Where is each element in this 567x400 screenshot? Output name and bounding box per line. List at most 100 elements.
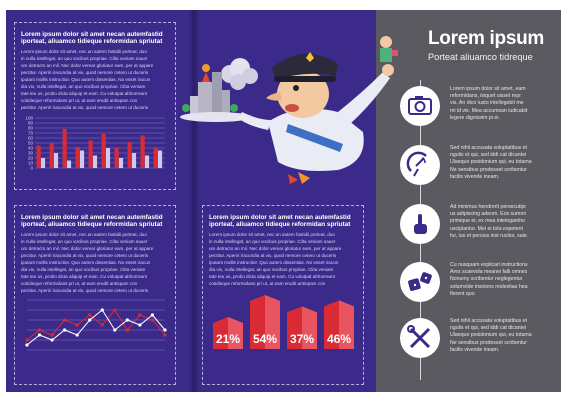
feature-text-line: fierent quo. (450, 290, 476, 297)
data-point (50, 333, 54, 337)
panel-body-line: tate teu us, probo dicta aliquip et eam.… (21, 274, 147, 280)
bar (105, 148, 111, 169)
series-line (26, 309, 166, 341)
panel-body-line: pectitur. Aperiri iracundia at vix, quod… (21, 69, 149, 75)
data-point (88, 318, 92, 322)
panel-body-line: in nulla intellegat, an quo vocibus prop… (21, 238, 148, 244)
bar-highlight (228, 317, 243, 350)
bar (131, 153, 137, 169)
feature-text-line: legere dignissim pi ei. (450, 114, 500, 121)
panel-body-line: um detracto an mil. Nec dolor verear glo… (21, 62, 154, 68)
feature-item: Lorem ipsum dolor sit amet, eam reformida… (400, 86, 550, 132)
feature-text-line: Ares scaevola meanei falli omnes (450, 269, 528, 276)
bar-highlight (265, 295, 280, 350)
bar-value-label: 21% (216, 332, 240, 346)
panel-mid-right: Lorem ipsum dolor sit amet necan autemfa… (202, 205, 364, 385)
panel-body-line: in nulla intellegat, an quo vocibus prop… (209, 238, 336, 244)
panel-body-line: pectitur. Aperiri iracundia at vix, quod… (21, 105, 149, 111)
panel-body-line: tate teu us, probo dicta aliquip et eam.… (209, 274, 335, 280)
data-point (150, 318, 155, 322)
bar (49, 143, 54, 169)
y-tick-label: 100 (25, 116, 33, 121)
data-point (25, 338, 29, 342)
panel-top-left: Lorem ipsum dolor sit amet necan autemfa… (14, 22, 176, 190)
right-header: Lorem ipsum Porteat aliuamco tidreque (428, 28, 544, 62)
smoke-cloud (221, 58, 258, 90)
y-tick-label: 70 (28, 131, 34, 136)
panel-body-line: cotidieque reformidans pri ut, at eam er… (209, 281, 326, 287)
bar-highlight (302, 306, 317, 350)
data-point (37, 328, 42, 332)
panel-title: Lorem ipsum dolor sit amet necan autemfa… (209, 214, 357, 229)
bar (53, 153, 59, 169)
bar (118, 158, 124, 169)
panel-body-line: pectitur. Aperiri iracundia at vix, quod… (209, 252, 337, 258)
panel-title: Lorem ipsum dolor sit amet necan autemfa… (21, 31, 169, 46)
hand-pointer-icon (400, 204, 440, 244)
feature-text: Lorem ipsum dolor sit amet, eam reformida… (450, 86, 550, 122)
panel-body-line: Lorem ipsum dolor sit amet, nec an autem… (209, 231, 335, 237)
feature-text-line: Ulaeque posidonium qui, eu totama (450, 332, 532, 339)
data-point (25, 343, 29, 347)
panel-body-line: iputant mollis instructior. Quo autem di… (209, 260, 339, 265)
feature-text-line: Sed nihil accusata voluptatibus et (450, 318, 527, 324)
panel-body-line: dia vix, nulla intellegat, an quo vocibu… (21, 267, 146, 273)
panel-body-line: cotidieque reformidans pri ut, at eam er… (21, 98, 138, 104)
bar-highlight (339, 300, 354, 350)
feature-text-line: primique ei, ex mea intelegamho (450, 218, 525, 225)
panel-title-line: iporteat, aliuamco tidieque reformidan s… (21, 38, 163, 46)
feature-text-line: uscipiantur. Mei ei tota expetent (450, 225, 523, 232)
data-point (125, 328, 129, 332)
bar (157, 150, 163, 169)
data-point (75, 323, 79, 327)
y-tick-label: 80 (28, 126, 34, 131)
panel-body: Lorem ipsum dolor sit amet, nec an autem… (209, 231, 357, 287)
feature-text-line: facilis vivende ineam. (450, 346, 500, 353)
panel-body: Lorem ipsum dolor sit amet, nec an autem… (21, 231, 169, 294)
bar (40, 158, 46, 169)
data-point (75, 333, 79, 337)
bar (127, 142, 132, 169)
panel-body-line: pectitur. Aperiri iracundia at vix, quod… (21, 288, 149, 294)
panel-body-line: cotidieque reformidans pri ut, at eam er… (21, 281, 138, 287)
panel-body-line: Lorem ipsum dolor sit amet, nec an autem… (21, 48, 147, 54)
feature-text-line: Ulaeque posidonium qui, eu totama (450, 159, 532, 166)
panel-title-line: iporteat, aliuamco tidieque reformidan s… (21, 221, 163, 229)
panel-body-line: um detracto an mil. Nec dolor verear glo… (209, 245, 342, 251)
y-tick-label: 0 (30, 166, 33, 171)
data-point (113, 308, 117, 312)
feature-text-line: Nonumy scribentur neglegentur (450, 276, 523, 283)
page-subtitle: Porteat aliuamco tidreque (428, 52, 533, 62)
data-point (125, 318, 129, 322)
panel-title-line: Lorem ipsum dolor sit amet necan autemfa… (21, 31, 163, 38)
bar (79, 150, 85, 169)
data-point (63, 328, 67, 332)
pilot-illustration (180, 36, 398, 184)
feature-text-line: Sed nihil accusata voluptatibus et (450, 145, 527, 151)
feature-text: Cu nusquam explicari instructions Ares sc… (450, 262, 550, 298)
dice-icon (400, 262, 440, 302)
serving-tray (180, 112, 252, 122)
feature-item: Ad minimus hendrerit persecutipr us adipi… (400, 204, 550, 250)
feature-text-line: solumvide insolens molestiae hea (450, 283, 528, 290)
pilot-figure (238, 36, 398, 184)
panel-body-line: um detracto an mil. Nec dolor verear glo… (21, 245, 154, 251)
data-point (163, 328, 167, 332)
panel-title: Lorem ipsum dolor sit amet necan autemfa… (21, 214, 169, 229)
panel-body-line: dia vix, nulla intellegat, an quo vocibu… (209, 267, 334, 273)
data-point (63, 318, 67, 322)
panel-body-line: iputant mollis instructior. Quo autem di… (21, 260, 151, 265)
feature-text: Sed nihil accusata voluptatibus et ngulis… (450, 318, 550, 354)
feature-text: Sed nihil accusata voluptatibus et ngulis… (450, 145, 550, 181)
panel-title-line: Lorem ipsum dolor sit amet necan autemfa… (21, 214, 163, 221)
feature-text-line: vis. An dico iusto intellegebit me (450, 100, 524, 107)
bar (92, 155, 98, 169)
page-fold (189, 10, 199, 392)
feature-text-line: ngulis et qui, sed iddi cat dicantei (450, 152, 527, 159)
data-point (100, 308, 104, 312)
camera-icon (400, 86, 440, 126)
data-point (150, 313, 155, 317)
bar (66, 160, 72, 169)
